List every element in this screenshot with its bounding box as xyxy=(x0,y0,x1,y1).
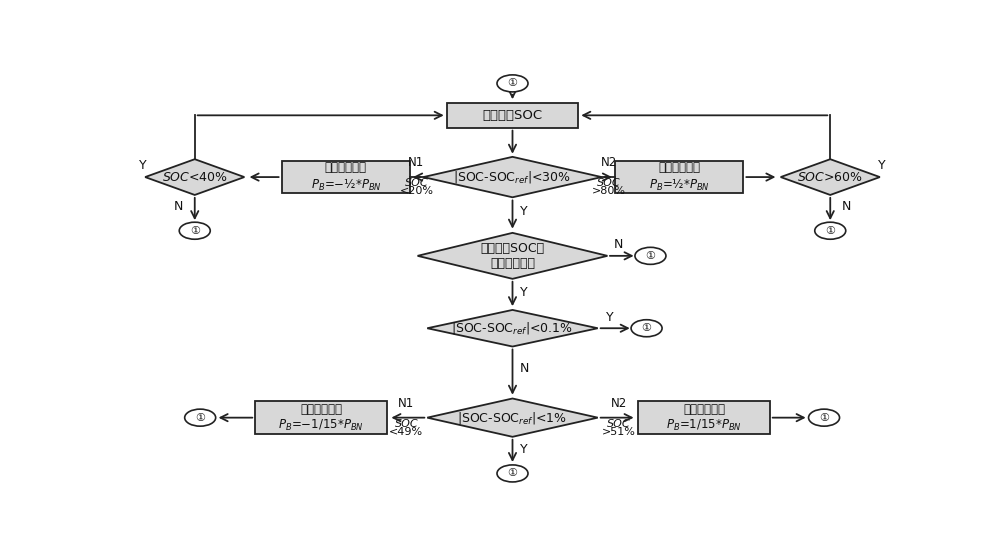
Text: ①: ① xyxy=(825,226,835,236)
Circle shape xyxy=(497,75,528,92)
Circle shape xyxy=(635,247,666,264)
Polygon shape xyxy=(427,399,598,437)
Text: ①: ① xyxy=(195,413,205,422)
Circle shape xyxy=(179,222,210,239)
Text: ①: ① xyxy=(645,251,655,261)
Circle shape xyxy=(631,320,662,337)
Circle shape xyxy=(185,409,216,426)
Text: ①: ① xyxy=(642,324,652,333)
Text: N: N xyxy=(174,200,183,212)
Text: ①: ① xyxy=(508,79,518,88)
Text: N2: N2 xyxy=(611,398,627,410)
Text: <20%: <20% xyxy=(399,186,433,196)
Text: |SOC-SOC$_{ref}$|<0.1%: |SOC-SOC$_{ref}$|<0.1% xyxy=(451,320,574,336)
Text: Y: Y xyxy=(519,285,527,299)
Text: N1: N1 xyxy=(398,398,414,410)
FancyBboxPatch shape xyxy=(447,103,578,128)
Text: 读取储能SOC: 读取储能SOC xyxy=(482,109,543,122)
Text: Y: Y xyxy=(139,159,147,171)
Text: N1: N1 xyxy=(408,156,425,169)
Circle shape xyxy=(815,222,846,239)
Text: N: N xyxy=(842,200,851,212)
Text: $SOC$<40%: $SOC$<40% xyxy=(162,170,228,184)
Text: N: N xyxy=(614,238,623,251)
Text: <49%: <49% xyxy=(389,427,423,437)
Polygon shape xyxy=(781,159,880,195)
Text: 满足储能SOC微
调管理条件？: 满足储能SOC微 调管理条件？ xyxy=(480,242,545,270)
Text: Y: Y xyxy=(878,159,886,171)
Text: |SOC-SOC$_{ref}$|<30%: |SOC-SOC$_{ref}$|<30% xyxy=(453,169,572,185)
Text: >51%: >51% xyxy=(602,427,636,437)
Text: SOC: SOC xyxy=(607,419,630,429)
Polygon shape xyxy=(418,233,607,279)
Text: ①: ① xyxy=(190,226,200,236)
Text: Y: Y xyxy=(519,206,527,218)
Text: $SOC$>60%: $SOC$>60% xyxy=(797,170,863,184)
Text: 放电（粗调）
$P_B$=½*$P_{BN}$: 放电（粗调） $P_B$=½*$P_{BN}$ xyxy=(649,161,710,193)
Text: Y: Y xyxy=(606,311,614,324)
Text: N: N xyxy=(519,362,529,375)
Text: 充电（微调）
$P_B$=−1/15*$P_{BN}$: 充电（微调） $P_B$=−1/15*$P_{BN}$ xyxy=(278,403,364,433)
Text: SOC: SOC xyxy=(597,179,620,189)
Circle shape xyxy=(497,465,528,482)
FancyBboxPatch shape xyxy=(615,161,743,193)
Text: >80%: >80% xyxy=(592,186,626,196)
Text: 充电（粗调）
$P_B$=−½*$P_{BN}$: 充电（粗调） $P_B$=−½*$P_{BN}$ xyxy=(311,161,381,193)
Text: 放电（微调）
$P_B$=1/15*$P_{BN}$: 放电（微调） $P_B$=1/15*$P_{BN}$ xyxy=(666,403,742,433)
Text: |SOC-SOC$_{ref}$|<1%: |SOC-SOC$_{ref}$|<1% xyxy=(457,410,568,426)
FancyBboxPatch shape xyxy=(638,401,770,434)
Text: Y: Y xyxy=(519,443,527,456)
Circle shape xyxy=(809,409,840,426)
Text: ①: ① xyxy=(819,413,829,422)
Text: ①: ① xyxy=(508,468,518,478)
Text: SOC: SOC xyxy=(405,179,428,189)
Polygon shape xyxy=(423,157,602,197)
Text: N2: N2 xyxy=(600,156,617,169)
Polygon shape xyxy=(427,310,598,347)
FancyBboxPatch shape xyxy=(255,401,387,434)
Text: SOC: SOC xyxy=(395,419,418,429)
FancyBboxPatch shape xyxy=(282,161,410,193)
Polygon shape xyxy=(145,159,244,195)
